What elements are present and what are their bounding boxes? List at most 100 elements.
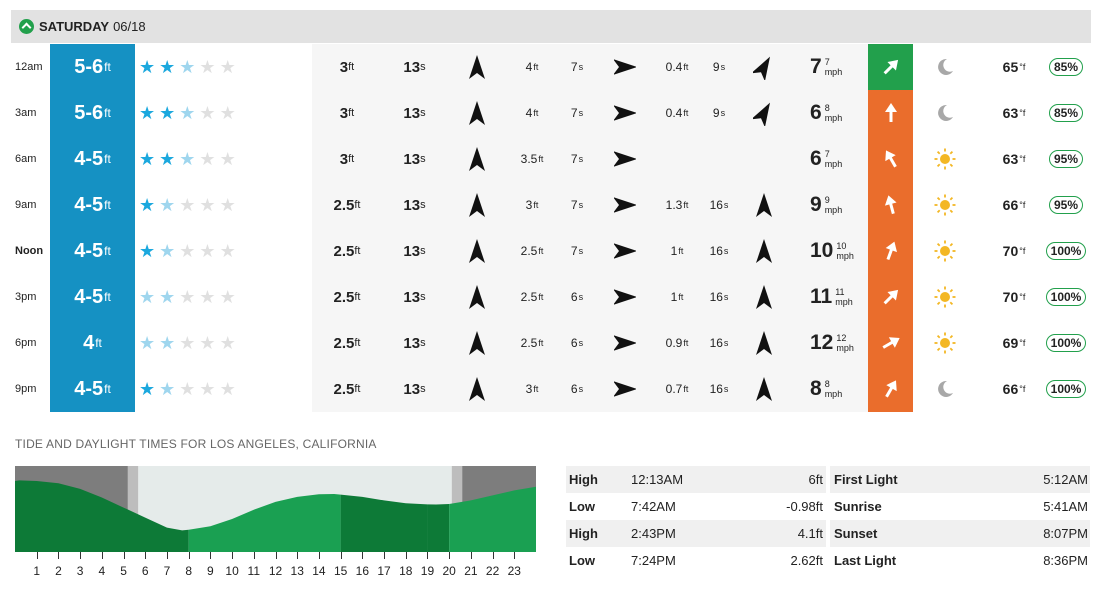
swell-arrow-icon <box>469 331 485 355</box>
sun-icon <box>934 332 956 354</box>
sun-icon <box>934 148 956 170</box>
swell-group: 2.5 ft 13 s 2.5 ft 6 s 0.9 ft 16 s 12 12 mph <box>312 320 868 366</box>
time-label: Noon <box>15 245 44 257</box>
weather <box>915 228 975 274</box>
hour-tick <box>318 552 320 559</box>
star-icon: ★ <box>179 241 196 261</box>
swell-arrow-icon <box>614 59 636 75</box>
swell-group: 3 ft 13 s 4 ft 7 s 0.4 ft 9 s 7 7 mph <box>312 44 868 90</box>
tertiary-swell-height-value: 0.4 <box>665 106 683 120</box>
secondary-swell-height-value: 4 <box>525 106 533 120</box>
tide-area-evening <box>449 486 536 552</box>
forecast-row[interactable]: Noon 4-5 ft ★ ★ ★ ★ ★ 2.5 ft 13 s 2.5 ft 7 s 1 ft 16 s 10 10 m… <box>11 228 1091 274</box>
time-label: 9am <box>15 199 37 211</box>
tertiary-swell-height-value: 0.9 <box>665 336 683 350</box>
wind-unit: mph <box>836 343 854 353</box>
day-header[interactable]: SATURDAY 06/18 <box>11 10 1091 43</box>
secondary-swell-period-value: 6 <box>570 336 578 350</box>
primary-swell-period-value: 13 <box>403 104 421 122</box>
humidity-badge: 95% <box>1048 196 1084 214</box>
tertiary-swell-height: 0.4 ft <box>652 44 702 90</box>
secondary-swell-height-unit: ft <box>533 200 539 210</box>
moon-icon <box>938 104 953 121</box>
hour-tick <box>58 552 60 559</box>
secondary-swell-direction <box>605 274 645 320</box>
tertiary-swell-period-value: 16 <box>709 290 723 304</box>
primary-swell-height: 2.5 ft <box>312 274 382 320</box>
forecast-row[interactable]: 9am 4-5 ft ★ ★ ★ ★ ★ 2.5 ft 13 s 3 ft 7 s 1.3 ft 16 s 9 9 mph 6… <box>11 182 1091 228</box>
swell-arrow-icon <box>753 56 770 80</box>
secondary-swell-direction <box>605 90 645 136</box>
daylight-name: Sunset <box>834 526 878 541</box>
temperature: 70 °f <box>989 228 1039 274</box>
tertiary-swell-height: 1 ft <box>652 274 702 320</box>
star-icon: ★ <box>219 379 236 399</box>
swell-arrow-icon <box>469 55 485 79</box>
primary-swell-direction <box>457 366 497 412</box>
forecast-row[interactable]: 12am 5-6 ft ★ ★ ★ ★ ★ 3 ft 13 s 4 ft 7 s 0.4 ft 9 s 7 7 mph 65 °… <box>11 44 1091 90</box>
primary-swell-period-unit: s <box>420 199 426 211</box>
star-icon: ★ <box>139 379 156 399</box>
secondary-swell-height: 4 ft <box>507 44 557 90</box>
tertiary-swell-height-unit: ft <box>683 108 689 118</box>
weather <box>915 182 975 228</box>
secondary-swell-direction <box>605 182 645 228</box>
wind-speed-value: 8 <box>810 377 822 400</box>
primary-swell-direction <box>457 136 497 182</box>
swell-group: 3 ft 13 s 4 ft 7 s 0.4 ft 9 s 6 8 mph <box>312 90 868 136</box>
temperature: 63 °f <box>989 136 1039 182</box>
surf-value: 5-6 <box>74 55 104 78</box>
swell-arrow-icon <box>614 381 636 397</box>
chevron-up-icon[interactable] <box>19 19 34 34</box>
hour-label: 23 <box>507 564 521 578</box>
hour-label: 15 <box>333 564 348 578</box>
star-icon: ★ <box>219 149 236 169</box>
secondary-swell-height-unit: ft <box>538 338 544 348</box>
weather <box>915 320 975 366</box>
time-label: 12am <box>15 61 43 73</box>
wind-gust: 9 mph <box>825 195 843 215</box>
star-icon: ★ <box>159 241 176 261</box>
moon-icon <box>938 380 953 397</box>
primary-swell-height: 2.5 ft <box>312 320 382 366</box>
star-icon: ★ <box>179 333 196 353</box>
tertiary-swell-period: 16 s <box>702 320 736 366</box>
secondary-swell-period-unit: s <box>578 384 584 394</box>
tertiary-swell-height: 1 ft <box>652 228 702 274</box>
forecast-row[interactable]: 3pm 4-5 ft ★ ★ ★ ★ ★ 2.5 ft 13 s 2.5 ft 6 s 1 ft 16 s 11 11 mp… <box>11 274 1091 320</box>
wind-gust: 8 mph <box>825 103 843 123</box>
star-icon: ★ <box>199 57 216 77</box>
wind-unit: mph <box>824 205 843 215</box>
tide-height: 6ft <box>808 472 823 487</box>
forecast-row[interactable]: 9pm 4-5 ft ★ ★ ★ ★ ★ 2.5 ft 13 s 3 ft 6 s 0.7 ft 16 s 8 8 mph 6… <box>11 366 1091 412</box>
wind-gust-value: 11 <box>835 287 845 297</box>
surf-value: 5-6 <box>74 101 104 124</box>
day-name: SATURDAY <box>39 19 110 34</box>
primary-swell-height-value: 3 <box>339 104 349 122</box>
hour-label: 9 <box>207 564 214 578</box>
forecast-row[interactable]: 6am 4-5 ft ★ ★ ★ ★ ★ 3 ft 13 s 3.5 ft 7 s 6 7 mph 63 °f 95% <box>11 136 1091 182</box>
temperature-unit: °f <box>1019 200 1026 210</box>
rating-stars: ★ ★ ★ ★ ★ <box>135 366 249 412</box>
primary-swell-period-unit: s <box>420 245 426 257</box>
star-icon: ★ <box>199 103 216 123</box>
swell-arrow-icon <box>469 193 485 217</box>
daylight-name: Last Light <box>834 553 897 568</box>
star-icon: ★ <box>179 103 196 123</box>
wind-gust: 7 mph <box>825 149 843 169</box>
forecast-row[interactable]: 3am 5-6 ft ★ ★ ★ ★ ★ 3 ft 13 s 4 ft 7 s 0.4 ft 9 s 6 8 mph 63 °f… <box>11 90 1091 136</box>
tertiary-swell-direction <box>744 274 784 320</box>
wind-gust-value: 7 <box>824 149 830 159</box>
hour-label: 6 <box>141 564 149 578</box>
swell-group: 2.5 ft 13 s 3 ft 6 s 0.7 ft 16 s 8 8 mph <box>312 366 868 412</box>
tertiary-swell-period-value: 16 <box>709 336 723 350</box>
forecast-row[interactable]: 6pm 4 ft ★ ★ ★ ★ ★ 2.5 ft 13 s 2.5 ft 6 s 0.9 ft 16 s 12 12 mp… <box>11 320 1091 366</box>
wind-gust: 7 mph <box>825 57 843 77</box>
secondary-swell-height-value: 4 <box>525 60 533 74</box>
humidity-badge: 100% <box>1045 334 1087 352</box>
tertiary-swell-height-value: 1.3 <box>665 198 683 212</box>
secondary-swell-height-unit: ft <box>538 246 544 256</box>
primary-swell-period-unit: s <box>420 107 426 119</box>
